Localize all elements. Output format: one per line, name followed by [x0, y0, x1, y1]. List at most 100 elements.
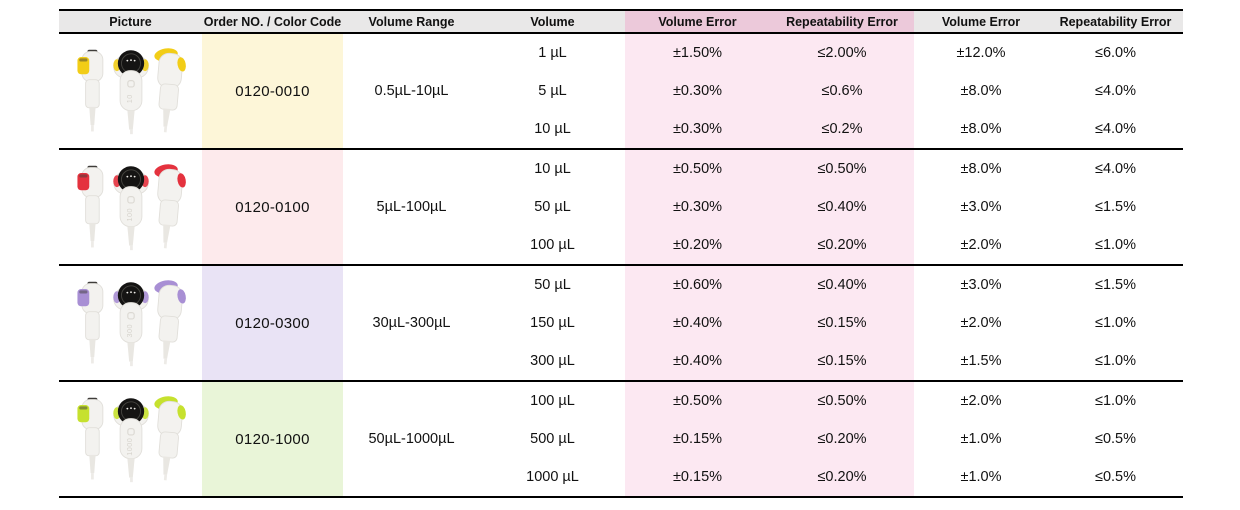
volume-cell: 50 µL — [480, 265, 625, 304]
pipette-spec-table: Picture Order NO. / Color Code Volume Rang… — [59, 9, 1183, 498]
repeatability-error-1-cell: ≤0.20% — [770, 226, 914, 266]
volume-cell: 10 µL — [480, 110, 625, 150]
column-header-repeatability-error-7: Repeatability Error — [1048, 9, 1183, 34]
pipette-angle-view-icon — [153, 163, 186, 248]
repeatability-error-2-cell: ≤0.5% — [1048, 458, 1183, 498]
volume-error-2-cell: ±1.0% — [914, 458, 1048, 498]
pipette-side-view-icon — [76, 49, 103, 131]
volume-error-2-cell: ±8.0% — [914, 149, 1048, 188]
volume-cell: 100 µL — [480, 226, 625, 266]
column-header-volume-range-2: Volume Range — [343, 9, 480, 34]
volume-range-cell: 30µL-300µL — [343, 265, 480, 382]
volume-error-1-cell: ±0.50% — [625, 381, 770, 420]
column-header-repeatability-error-5: Repeatability Error — [770, 9, 914, 34]
volume-error-2-cell: ±3.0% — [914, 265, 1048, 304]
repeatability-error-1-cell: ≤0.50% — [770, 381, 914, 420]
volume-cell: 1000 µL — [480, 458, 625, 498]
repeatability-error-1-cell: ≤0.2% — [770, 110, 914, 150]
volume-error-2-cell: ±2.0% — [914, 381, 1048, 420]
volume-error-1-cell: ±0.15% — [625, 420, 770, 458]
svg-text:300: 300 — [124, 324, 133, 337]
table-row: 100 0120-0100 5µL-100µL 10 µL ±0.50% ≤0.50% ±… — [59, 149, 1183, 266]
header-row: Picture Order NO. / Color Code Volume Rang… — [59, 9, 1183, 34]
volume-error-1-cell: ±0.30% — [625, 72, 770, 110]
repeatability-error-1-cell: ≤2.00% — [770, 33, 914, 72]
pipette-front-view-icon: 10 — [112, 49, 149, 134]
volume-cell: 300 µL — [480, 342, 625, 382]
table-row: 1000 µL ±0.15% ≤0.20% ±1.0% ≤0.5% — [59, 458, 1183, 498]
repeatability-error-2-cell: ≤0.5% — [1048, 420, 1183, 458]
repeatability-error-2-cell: ≤4.0% — [1048, 149, 1183, 188]
pipette-angle-view-icon — [153, 47, 186, 132]
repeatability-error-2-cell: ≤1.5% — [1048, 265, 1183, 304]
volume-range-cell: 0.5µL-10µL — [343, 33, 480, 150]
column-header-volume-error-6: Volume Error — [914, 9, 1048, 34]
volume-cell: 50 µL — [480, 188, 625, 226]
volume-error-2-cell: ±1.5% — [914, 342, 1048, 382]
volume-error-1-cell: ±0.50% — [625, 149, 770, 188]
repeatability-error-2-cell: ≤6.0% — [1048, 33, 1183, 72]
column-header-order-no-color-code-1: Order NO. / Color Code — [202, 9, 343, 34]
repeatability-error-1-cell: ≤0.15% — [770, 342, 914, 382]
svg-text:10: 10 — [124, 94, 133, 103]
volume-error-1-cell: ±0.20% — [625, 226, 770, 266]
pipette-three-views-icon: 1000 — [76, 395, 186, 482]
volume-error-1-cell: ±0.15% — [625, 458, 770, 498]
volume-range-cell: 50µL-1000µL — [343, 381, 480, 498]
volume-error-2-cell: ±1.0% — [914, 420, 1048, 458]
repeatability-error-2-cell: ≤1.5% — [1048, 188, 1183, 226]
repeatability-error-1-cell: ≤0.15% — [770, 304, 914, 342]
order-code-cell: 0120-0100 — [202, 149, 343, 266]
repeatability-error-2-cell: ≤4.0% — [1048, 72, 1183, 110]
volume-cell: 500 µL — [480, 420, 625, 458]
table-row: 150 µL ±0.40% ≤0.15% ±2.0% ≤1.0% — [59, 304, 1183, 342]
picture-cell: 100 — [59, 149, 202, 266]
picture-cell: 1000 — [59, 381, 202, 498]
column-header-volume-3: Volume — [480, 9, 625, 34]
table-row: 300 µL ±0.40% ≤0.15% ±1.5% ≤1.0% — [59, 342, 1183, 382]
svg-text:100: 100 — [124, 208, 133, 221]
volume-cell: 100 µL — [480, 381, 625, 420]
table-row: 50 µL ±0.30% ≤0.40% ±3.0% ≤1.5% — [59, 188, 1183, 226]
volume-error-2-cell: ±2.0% — [914, 226, 1048, 266]
repeatability-error-1-cell: ≤0.40% — [770, 188, 914, 226]
volume-cell: 5 µL — [480, 72, 625, 110]
repeatability-error-2-cell: ≤4.0% — [1048, 110, 1183, 150]
volume-error-2-cell: ±3.0% — [914, 188, 1048, 226]
volume-cell: 1 µL — [480, 33, 625, 72]
pipette-three-views-icon: 300 — [76, 279, 186, 366]
pipette-front-view-icon: 1000 — [112, 397, 149, 482]
table-row: 300 0120-0300 30µL-300µL 50 µL ±0.60% ≤0.40%… — [59, 265, 1183, 382]
svg-text:1000: 1000 — [124, 437, 133, 455]
order-code-cell: 0120-0300 — [202, 265, 343, 382]
pipette-angle-view-icon — [153, 395, 186, 480]
volume-error-1-cell: ±0.30% — [625, 110, 770, 150]
repeatability-error-2-cell: ≤1.0% — [1048, 342, 1183, 382]
picture-cell: 10 — [59, 33, 202, 150]
order-code-cell: 0120-1000 — [202, 381, 343, 498]
column-header-picture-0: Picture — [59, 9, 202, 34]
volume-error-1-cell: ±0.40% — [625, 342, 770, 382]
pipette-three-views-icon: 10 — [76, 47, 186, 134]
volume-cell: 150 µL — [480, 304, 625, 342]
table-row: 500 µL ±0.15% ≤0.20% ±1.0% ≤0.5% — [59, 420, 1183, 458]
volume-error-1-cell: ±1.50% — [625, 33, 770, 72]
table-row: 100 µL ±0.20% ≤0.20% ±2.0% ≤1.0% — [59, 226, 1183, 266]
table-row: 5 µL ±0.30% ≤0.6% ±8.0% ≤4.0% — [59, 72, 1183, 110]
table-row: 1000 0120-1000 50µL-1000µL 100 µL ±0.50% ≤0.… — [59, 381, 1183, 498]
volume-error-2-cell: ±8.0% — [914, 72, 1048, 110]
repeatability-error-1-cell: ≤0.40% — [770, 265, 914, 304]
pipette-front-view-icon: 300 — [112, 281, 149, 366]
volume-range-cell: 5µL-100µL — [343, 149, 480, 266]
volume-error-2-cell: ±8.0% — [914, 110, 1048, 150]
table-body: 10 0120-0010 0.5µL-10µL 1 µL ±1.50% ≤2.00% ±1… — [59, 33, 1183, 498]
repeatability-error-1-cell: ≤0.20% — [770, 458, 914, 498]
order-code-cell: 0120-0010 — [202, 33, 343, 150]
volume-error-1-cell: ±0.30% — [625, 188, 770, 226]
repeatability-error-2-cell: ≤1.0% — [1048, 226, 1183, 266]
pipette-side-view-icon — [76, 397, 103, 479]
repeatability-error-2-cell: ≤1.0% — [1048, 381, 1183, 420]
volume-cell: 10 µL — [480, 149, 625, 188]
pipette-angle-view-icon — [153, 279, 186, 364]
